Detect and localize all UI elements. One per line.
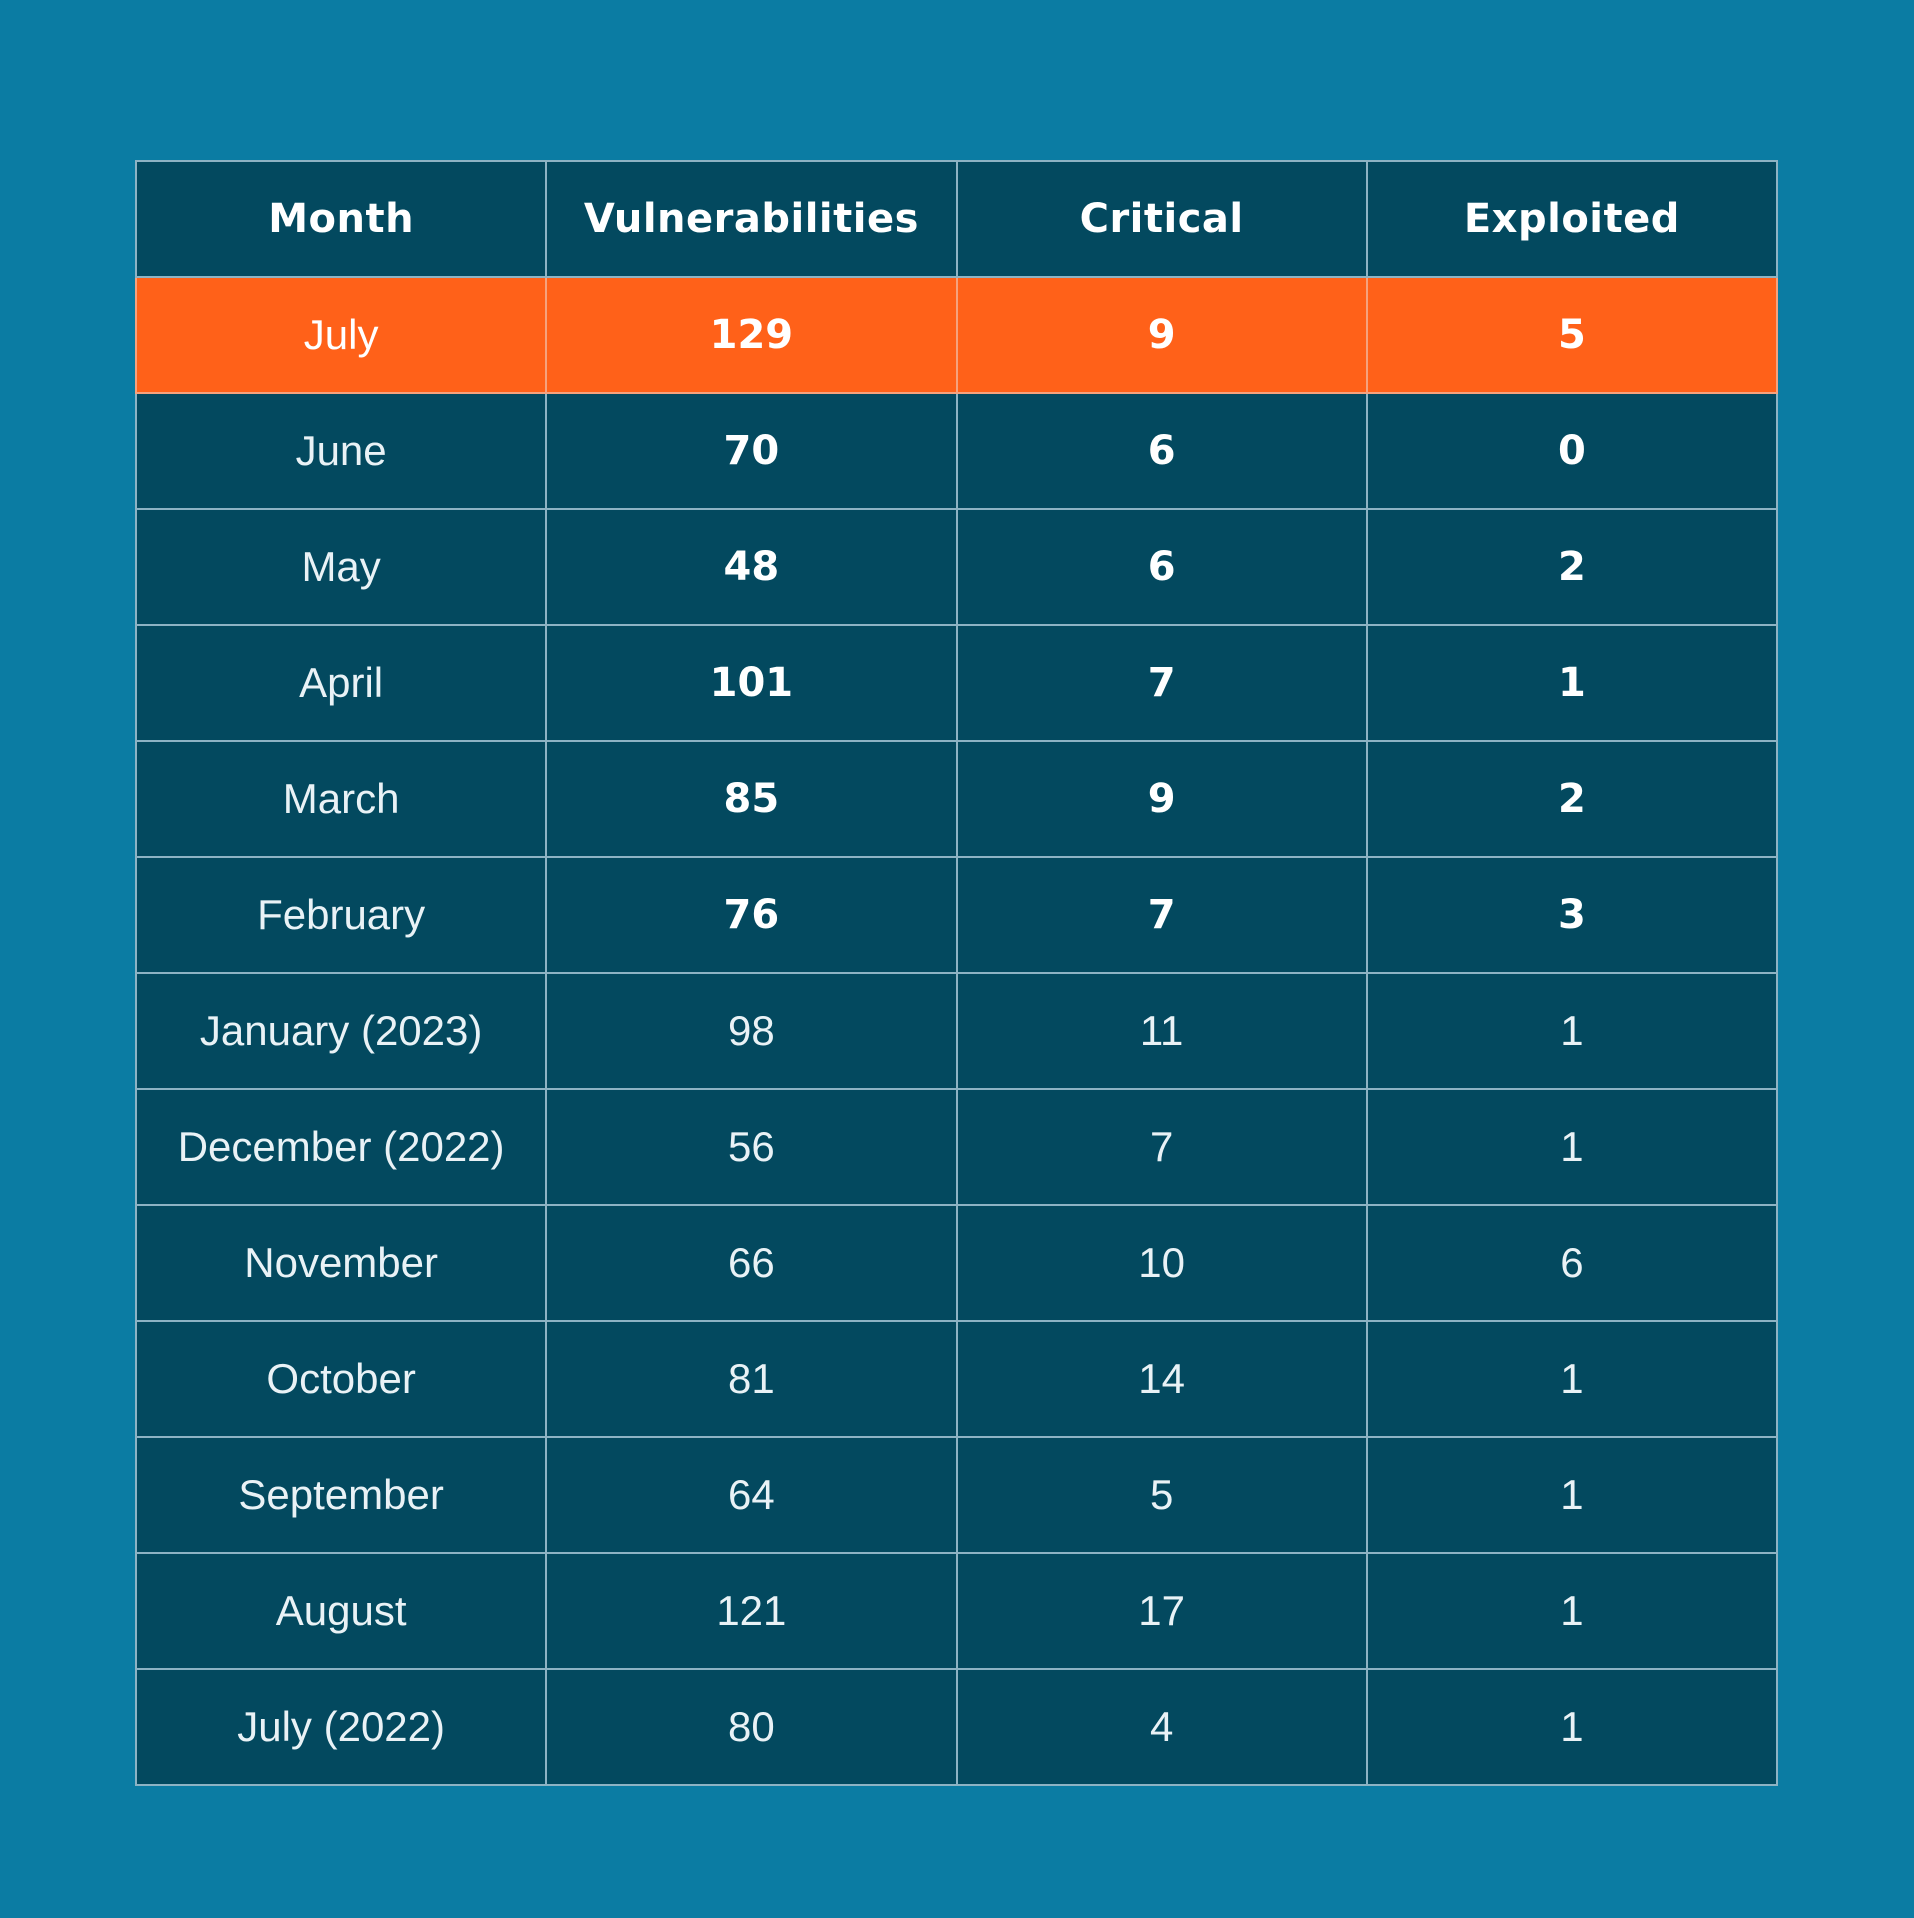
cell-critical: 14 <box>955 1320 1368 1438</box>
column-header-critical: Critical <box>955 160 1368 278</box>
table-row: July (2022) 80 4 1 <box>134 1668 1779 1786</box>
table-row: December (2022) 56 7 1 <box>134 1088 1779 1206</box>
table-header-row: Month Vulnerabilities Critical Exploited <box>134 160 1779 278</box>
cell-exploited: 6 <box>1365 1204 1779 1322</box>
cell-vulnerabilities: 80 <box>545 1668 958 1786</box>
table-row: March 85 9 2 <box>134 740 1779 858</box>
cell-exploited: 2 <box>1365 740 1779 858</box>
cell-month: December (2022) <box>134 1088 548 1206</box>
table-row: April 101 7 1 <box>134 624 1779 742</box>
cell-exploited: 1 <box>1365 1320 1779 1438</box>
vulnerability-table-container: Month Vulnerabilities Critical Exploited… <box>134 160 1779 1786</box>
table-row: August 121 17 1 <box>134 1552 1779 1670</box>
cell-vulnerabilities: 121 <box>545 1552 958 1670</box>
cell-month: September <box>134 1436 548 1554</box>
cell-critical: 6 <box>955 392 1368 510</box>
cell-vulnerabilities: 64 <box>545 1436 958 1554</box>
cell-month: March <box>134 740 548 858</box>
cell-exploited: 0 <box>1365 392 1779 510</box>
cell-critical: 7 <box>955 624 1368 742</box>
cell-month: August <box>134 1552 548 1670</box>
column-header-vulnerabilities: Vulnerabilities <box>545 160 958 278</box>
table-row: May 48 6 2 <box>134 508 1779 626</box>
cell-vulnerabilities: 48 <box>545 508 958 626</box>
cell-vulnerabilities: 56 <box>545 1088 958 1206</box>
cell-critical: 9 <box>955 276 1368 394</box>
cell-critical: 10 <box>955 1204 1368 1322</box>
cell-exploited: 1 <box>1365 1552 1779 1670</box>
cell-critical: 5 <box>955 1436 1368 1554</box>
cell-month: April <box>134 624 548 742</box>
cell-vulnerabilities: 70 <box>545 392 958 510</box>
cell-month: October <box>134 1320 548 1438</box>
cell-vulnerabilities: 66 <box>545 1204 958 1322</box>
table-row: January (2023) 98 11 1 <box>134 972 1779 1090</box>
cell-critical: 6 <box>955 508 1368 626</box>
cell-exploited: 1 <box>1365 624 1779 742</box>
cell-exploited: 1 <box>1365 1436 1779 1554</box>
cell-critical: 17 <box>955 1552 1368 1670</box>
cell-month: June <box>134 392 548 510</box>
table-row: September 64 5 1 <box>134 1436 1779 1554</box>
cell-exploited: 1 <box>1365 1668 1779 1786</box>
cell-exploited: 1 <box>1365 1088 1779 1206</box>
table-row: June 70 6 0 <box>134 392 1779 510</box>
cell-exploited: 1 <box>1365 972 1779 1090</box>
cell-critical: 7 <box>955 856 1368 974</box>
cell-vulnerabilities: 81 <box>545 1320 958 1438</box>
cell-month: February <box>134 856 548 974</box>
cell-month: January (2023) <box>134 972 548 1090</box>
column-header-exploited: Exploited <box>1365 160 1779 278</box>
table-row-highlighted: July 129 9 5 <box>134 276 1779 394</box>
cell-vulnerabilities: 76 <box>545 856 958 974</box>
cell-critical: 7 <box>955 1088 1368 1206</box>
cell-month: November <box>134 1204 548 1322</box>
cell-month: July (2022) <box>134 1668 548 1786</box>
cell-month: May <box>134 508 548 626</box>
cell-critical: 4 <box>955 1668 1368 1786</box>
cell-vulnerabilities: 129 <box>545 276 958 394</box>
cell-exploited: 2 <box>1365 508 1779 626</box>
table-row: November 66 10 6 <box>134 1204 1779 1322</box>
cell-month: July <box>134 276 548 394</box>
table-row: February 76 7 3 <box>134 856 1779 974</box>
cell-vulnerabilities: 101 <box>545 624 958 742</box>
cell-exploited: 3 <box>1365 856 1779 974</box>
cell-critical: 9 <box>955 740 1368 858</box>
cell-critical: 11 <box>955 972 1368 1090</box>
table-row: October 81 14 1 <box>134 1320 1779 1438</box>
cell-vulnerabilities: 98 <box>545 972 958 1090</box>
cell-exploited: 5 <box>1365 276 1779 394</box>
vulnerability-table: Month Vulnerabilities Critical Exploited… <box>134 160 1779 1786</box>
column-header-month: Month <box>134 160 548 278</box>
cell-vulnerabilities: 85 <box>545 740 958 858</box>
